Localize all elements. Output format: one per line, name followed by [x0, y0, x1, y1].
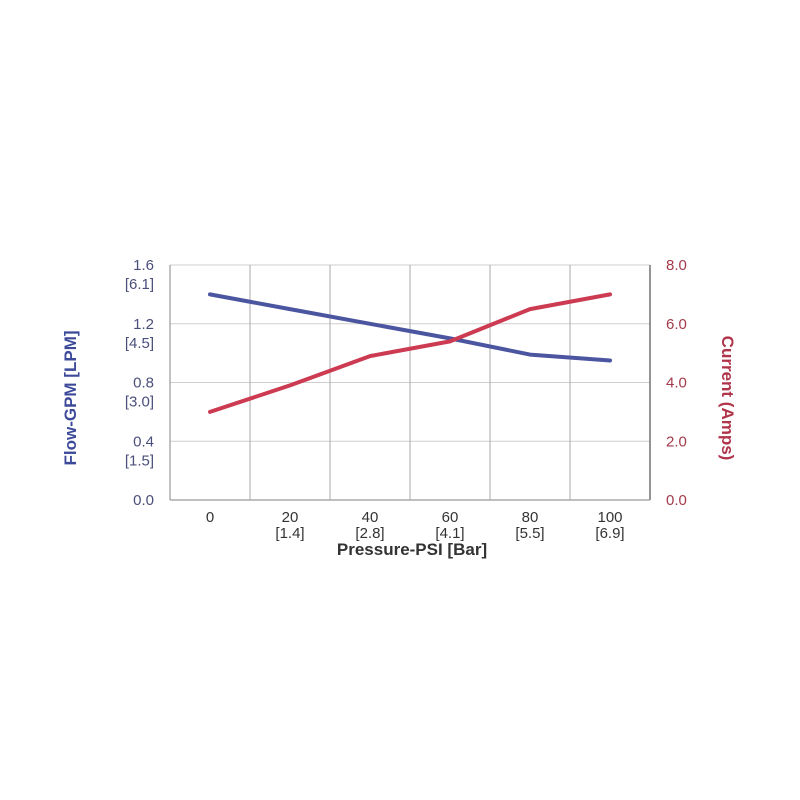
left-tick-secondary-label: [4.5] — [125, 335, 154, 352]
right-tick-label: 2.0 — [666, 433, 687, 450]
x-tick-label: 0 — [206, 509, 214, 526]
left-tick-label: 0.4 — [133, 433, 154, 450]
x-tick-label: 80 — [522, 509, 539, 526]
x-tick-secondary-label: [4.1] — [435, 525, 464, 542]
x-tick-label: 60 — [442, 509, 459, 526]
x-tick-label: 40 — [362, 509, 379, 526]
right-tick-label: 4.0 — [666, 375, 687, 392]
left-tick-label: 1.6 — [133, 257, 154, 274]
left-axis-title: Flow-GPM [LPM] — [61, 330, 80, 465]
x-axis-title: Pressure-PSI [Bar] — [337, 540, 487, 559]
current-series-line — [208, 292, 612, 414]
right-tick-label: 0.0 — [666, 492, 687, 509]
flow-series-line — [208, 292, 612, 363]
left-tick-secondary-label: [3.0] — [125, 394, 154, 411]
x-tick-label: 100 — [597, 509, 622, 526]
left-tick-label: 0.0 — [133, 492, 154, 509]
series-lines — [208, 292, 612, 414]
right-axis-title: Current (Amps) — [718, 336, 737, 461]
right-tick-label: 6.0 — [666, 316, 687, 333]
x-tick-label: 20 — [282, 509, 299, 526]
axes — [169, 265, 651, 501]
x-tick-secondary-label: [1.4] — [275, 525, 304, 542]
left-tick-secondary-label: [6.1] — [125, 276, 154, 293]
x-tick-secondary-label: [5.5] — [515, 525, 544, 542]
left-tick-secondary-label: [1.5] — [125, 452, 154, 469]
tick-labels: 1.6 [6.1] 1.2 [4.5] 0.8 [3.0] 0.4 [1.5] 0.0 8.0 6.… — [125, 257, 687, 542]
left-tick-label: 1.2 — [133, 316, 154, 333]
x-tick-secondary-label: [6.9] — [595, 525, 624, 542]
left-tick-label: 0.8 — [133, 375, 154, 392]
x-tick-secondary-label: [2.8] — [355, 525, 384, 542]
right-tick-label: 8.0 — [666, 257, 687, 274]
